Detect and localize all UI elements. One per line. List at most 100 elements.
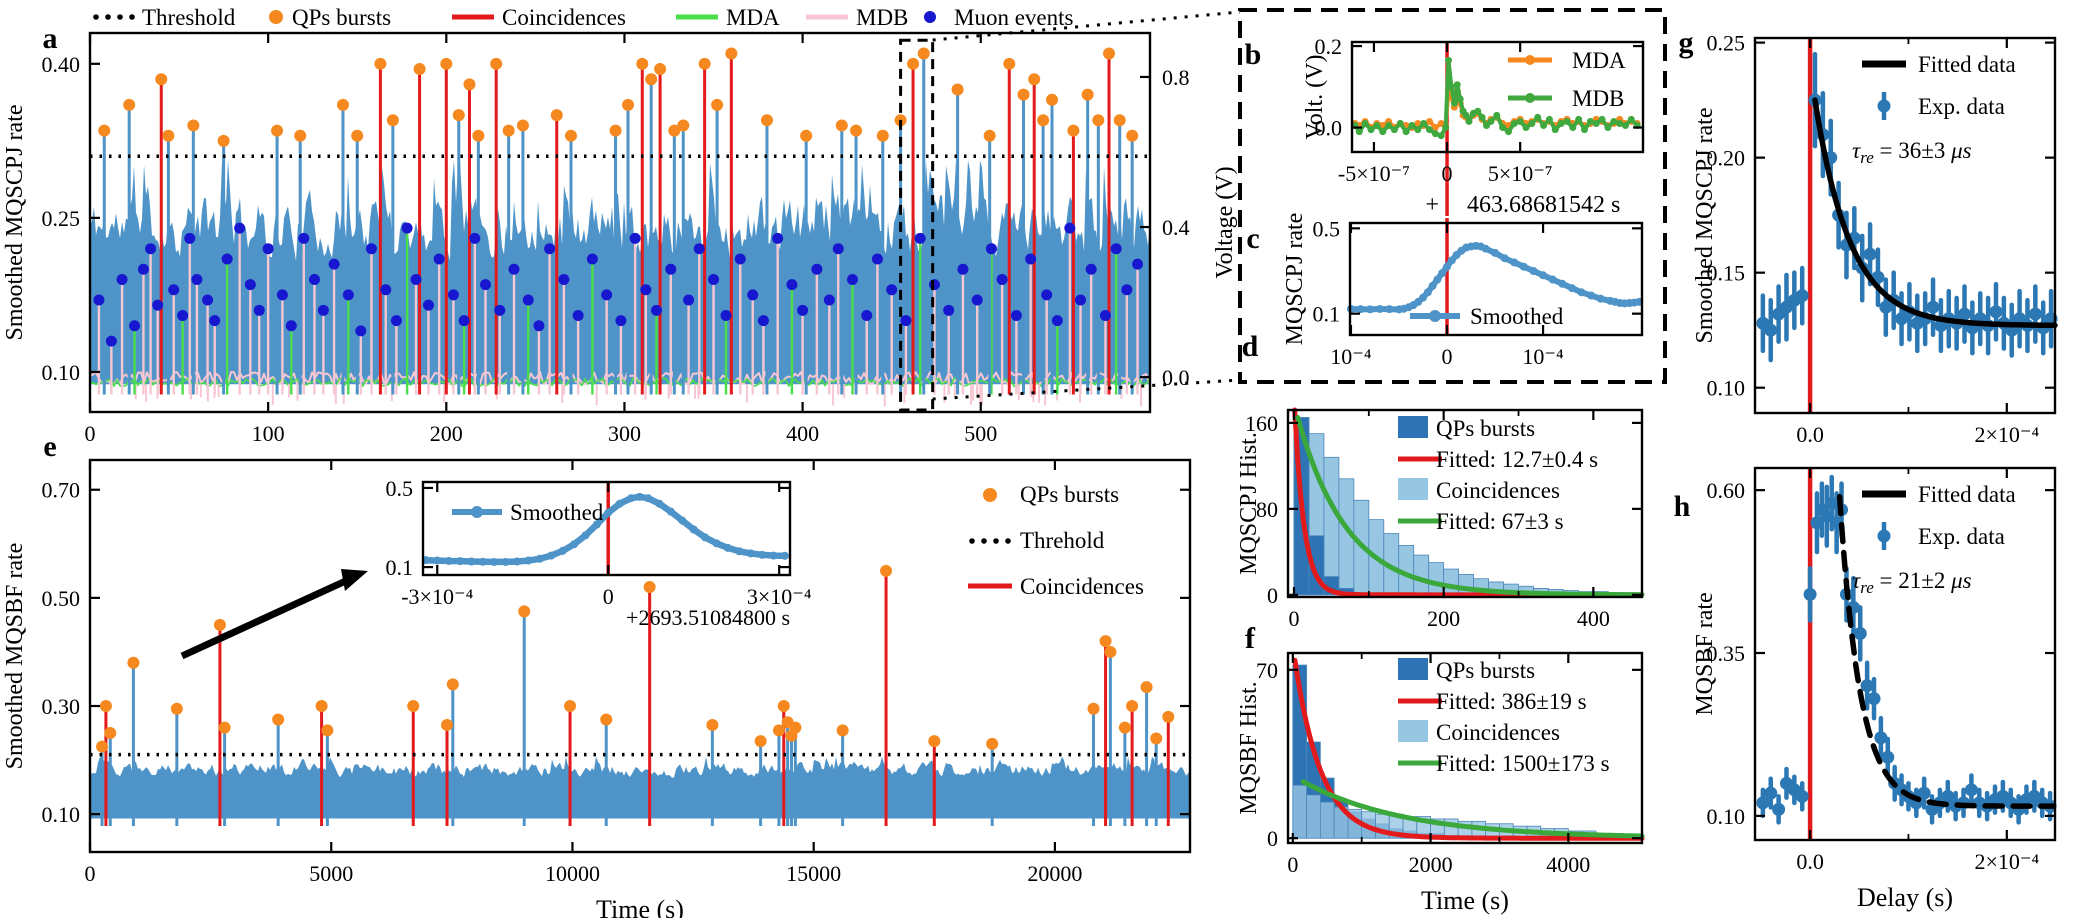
qps-burst-dot	[1067, 124, 1080, 137]
qps-burst-dot	[472, 129, 485, 142]
qps-burst-dot	[502, 124, 515, 137]
series-smoothed-marker	[1419, 293, 1427, 302]
qps-burst-dot	[294, 129, 307, 142]
panel-c-frame	[1348, 221, 1644, 337]
qps-burst-dot	[516, 119, 529, 132]
qps-burst-dot	[1126, 129, 1139, 142]
series-smoothed-marker	[535, 554, 544, 563]
qps-burst-dot	[876, 129, 889, 142]
fit-curve	[1292, 657, 1645, 841]
x-tick-label: 0	[85, 861, 96, 886]
muon-event-dot	[234, 222, 246, 234]
muon-event-dot	[957, 263, 969, 275]
muon-event-dot	[479, 279, 491, 291]
muon-event-dot	[861, 309, 873, 321]
muon-event-dot	[469, 232, 481, 244]
top-legend-label: MDB	[856, 5, 908, 30]
hist-bar-coincidences	[1319, 801, 1335, 839]
qps-burst-dot	[217, 134, 230, 147]
x-tick-label: 0	[85, 421, 96, 446]
y-axis-label: MQSCPJ Hist.	[1236, 432, 1262, 575]
panel-g-frame	[1753, 36, 2057, 415]
qps-burst-dot	[654, 62, 667, 75]
series-smoothed-marker	[581, 531, 590, 540]
muon-event-dot	[558, 274, 570, 286]
muon-event-dot	[772, 232, 784, 244]
fit-curve-g	[1812, 97, 2058, 329]
muon-event-dot	[846, 274, 858, 286]
arrow-shaft	[180, 575, 352, 660]
x-tick-label: 300	[608, 421, 641, 446]
qps-burst-dot	[1087, 702, 1100, 715]
series-mdb-marker	[1616, 119, 1624, 127]
muon-event-dot	[262, 243, 274, 255]
inset-arrow	[180, 569, 368, 660]
muon-event-dot	[928, 279, 940, 291]
muon-event-dot	[1041, 289, 1053, 301]
muon-event-dot	[458, 315, 470, 327]
qps-burst-dot	[490, 57, 503, 70]
series-smoothed-marker	[524, 556, 533, 565]
panel-a-frame	[88, 31, 1152, 414]
muon-event-dot	[720, 309, 732, 321]
muon-event-dot	[308, 274, 320, 286]
fit-curve	[1295, 415, 1645, 598]
qps-burst-dot	[600, 713, 613, 726]
series-mdb-marker	[1551, 126, 1559, 134]
series-smoothed-marker	[478, 557, 487, 566]
series-mdb-marker	[1367, 126, 1375, 134]
x-axis-label: Time (s)	[1421, 886, 1509, 915]
muon-event-dot	[615, 315, 627, 327]
series-smoothed-marker	[501, 557, 510, 566]
muon-event-dot	[177, 309, 189, 321]
qps-burst-dot	[1104, 645, 1117, 658]
muon-event-dot	[508, 263, 520, 275]
qps-burst-dot	[1092, 114, 1105, 127]
qps-burst-dot	[452, 109, 465, 122]
qps-burst-dot	[645, 73, 658, 86]
qps-burst-dot	[622, 98, 635, 111]
qps-burst-dot	[951, 83, 964, 96]
muon-event-dot	[105, 335, 117, 347]
hist-bar-coincidences	[1428, 562, 1445, 596]
y-tick-label: 0.2	[1315, 34, 1343, 59]
qps-burst-dot	[440, 57, 453, 70]
x-tick-label: 10⁻⁴	[1522, 344, 1564, 369]
x-tick-label: 400	[786, 421, 819, 446]
series-mdb-marker	[1420, 119, 1428, 127]
series-mdb-marker	[1385, 122, 1393, 130]
series-mdb-marker	[1474, 107, 1482, 115]
series-mdb-marker	[1431, 130, 1439, 138]
legend-label: Fitted data	[1918, 52, 2016, 77]
qps-burst-dot	[374, 57, 387, 70]
muon-event-dot	[1064, 222, 1076, 234]
series-smoothed-marker	[780, 551, 789, 560]
y-axis-label: MQSBF Hist.	[1236, 681, 1262, 814]
series-mdb-marker	[1379, 128, 1387, 136]
legend-label: Coincidences	[1020, 574, 1144, 599]
muon-event-dot	[1010, 309, 1022, 321]
series-mda-marker	[1431, 124, 1439, 132]
hist-bar-coincidences	[1292, 784, 1307, 839]
series-smoothed-marker	[758, 550, 767, 559]
series-mdb-marker	[1504, 128, 1512, 136]
muon-event-dot	[734, 253, 746, 265]
series-mdb-marker	[1627, 115, 1635, 123]
series-mdb-marker	[1456, 95, 1464, 103]
series-smoothed-marker	[1539, 271, 1548, 280]
muon-event-dot	[1085, 263, 1097, 275]
series-mdb-marker	[1528, 119, 1536, 127]
x-tick-label: 400	[1577, 606, 1610, 631]
series-smoothed-marker	[769, 551, 778, 560]
series-mdb-marker	[1478, 113, 1486, 121]
y-tick-label: 80	[1256, 497, 1278, 522]
figure-top-legend: Threshold QPs bursts Coincidences MDA MDB Muo…	[93, 5, 1074, 30]
series-smoothed-marker	[604, 508, 613, 517]
series-smoothed-marker	[1519, 262, 1528, 271]
series-mdb-marker	[1437, 132, 1445, 140]
qps-burst-dot	[413, 62, 426, 75]
muon-event-dot	[747, 289, 759, 301]
muon-event-dot	[811, 263, 823, 275]
